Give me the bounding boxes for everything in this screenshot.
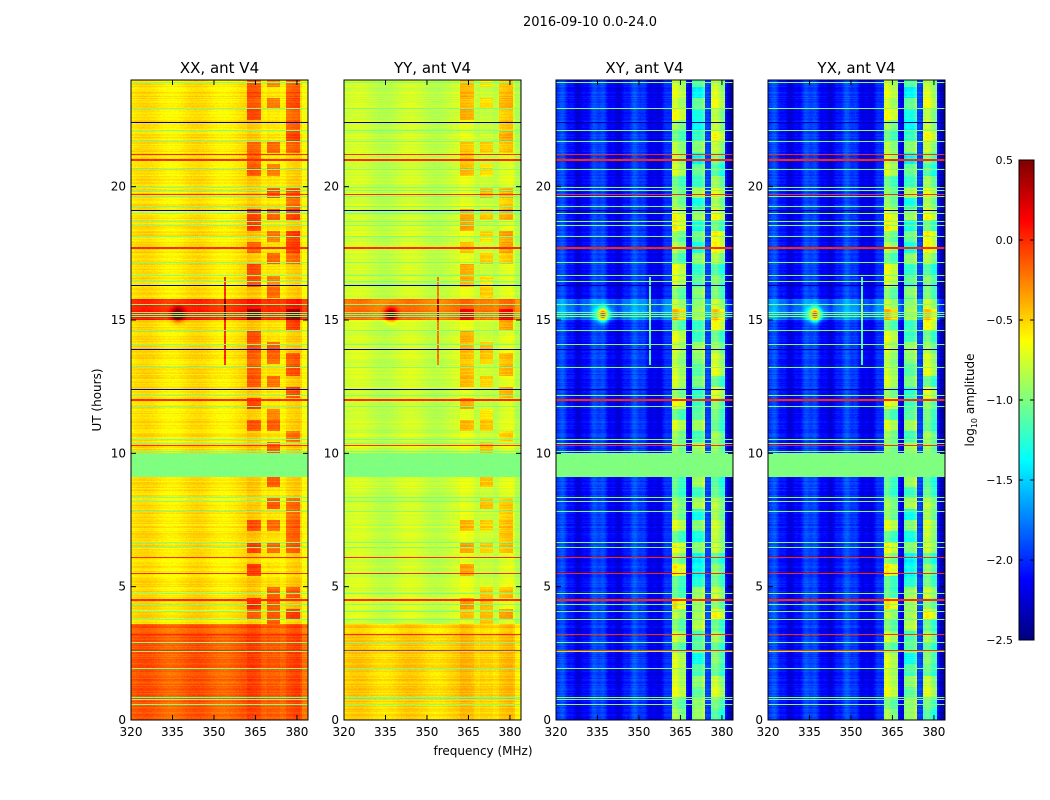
x-axis-label: frequency (MHz) xyxy=(433,744,532,758)
panel-frame xyxy=(767,79,946,721)
colorbar-label: log10 amplitude xyxy=(963,354,979,447)
colorbar-tick-label: −1.0 xyxy=(986,394,1013,407)
y-tick-label: 20 xyxy=(324,180,339,194)
x-tick-label: 380 xyxy=(710,725,733,739)
y-tick-label: 10 xyxy=(536,446,551,460)
colorbar-tick-label: 0.5 xyxy=(996,154,1014,167)
colorbar-tick-label: −0.5 xyxy=(986,314,1013,327)
y-tick-label: 20 xyxy=(536,180,551,194)
y-tick-label: 5 xyxy=(755,580,763,594)
x-tick-label: 350 xyxy=(840,725,863,739)
x-tick-label: 380 xyxy=(922,725,945,739)
x-tick-label: 365 xyxy=(669,725,692,739)
panel-frame xyxy=(130,79,309,721)
y-tick-label: 5 xyxy=(543,580,551,594)
x-tick-label: 365 xyxy=(881,725,904,739)
y-tick-label: 20 xyxy=(748,180,763,194)
y-tick-label: 0 xyxy=(755,713,763,727)
y-tick-label: 5 xyxy=(331,580,339,594)
panel-title: YX, ant V4 xyxy=(816,59,895,77)
heatmap-xx xyxy=(131,80,308,720)
x-tick-label: 365 xyxy=(457,725,480,739)
colorbar-tick-label: −2.5 xyxy=(986,634,1013,647)
y-tick-label: 15 xyxy=(748,313,763,327)
y-tick-label: 15 xyxy=(536,313,551,327)
colorbar-tick-label: −1.5 xyxy=(986,474,1013,487)
y-tick-label: 5 xyxy=(118,580,126,594)
suptitle: 2016-09-10 0.0-24.0 xyxy=(523,15,657,30)
x-tick-label: 320 xyxy=(120,725,143,739)
panel-title: YY, ant V4 xyxy=(393,59,471,77)
panel-title: XY, ant V4 xyxy=(605,59,683,77)
heatmap-xy xyxy=(556,80,733,720)
y-tick-label: 0 xyxy=(118,713,126,727)
y-tick-label: 10 xyxy=(748,446,763,460)
x-tick-label: 335 xyxy=(161,725,184,739)
y-tick-label: 0 xyxy=(543,713,551,727)
panel-title: XX, ant V4 xyxy=(180,59,259,77)
x-tick-label: 335 xyxy=(586,725,609,739)
y-tick-label: 10 xyxy=(324,446,339,460)
x-tick-label: 350 xyxy=(203,725,226,739)
y-tick-label: 10 xyxy=(111,446,126,460)
x-tick-label: 335 xyxy=(798,725,821,739)
y-tick-label: 15 xyxy=(111,313,126,327)
x-tick-label: 320 xyxy=(333,725,356,739)
x-tick-label: 320 xyxy=(545,725,568,739)
y-tick-label: 20 xyxy=(111,180,126,194)
colorbar-tick-label: −2.0 xyxy=(986,554,1013,567)
x-tick-label: 380 xyxy=(498,725,521,739)
heatmap-yy xyxy=(344,80,521,720)
y-axis-label: UT (hours) xyxy=(90,368,104,431)
y-tick-label: 15 xyxy=(324,313,339,327)
colorbar-tick-label: 0.0 xyxy=(996,234,1014,247)
panel-frame xyxy=(555,79,734,721)
y-tick-label: 0 xyxy=(331,713,339,727)
colorbar xyxy=(1019,160,1034,640)
x-tick-label: 320 xyxy=(757,725,780,739)
x-tick-label: 350 xyxy=(416,725,439,739)
heatmap-yx xyxy=(768,80,945,720)
x-tick-label: 335 xyxy=(374,725,397,739)
x-tick-label: 350 xyxy=(628,725,651,739)
panel-frame xyxy=(343,79,522,721)
x-tick-label: 365 xyxy=(244,725,267,739)
x-tick-label: 380 xyxy=(285,725,308,739)
